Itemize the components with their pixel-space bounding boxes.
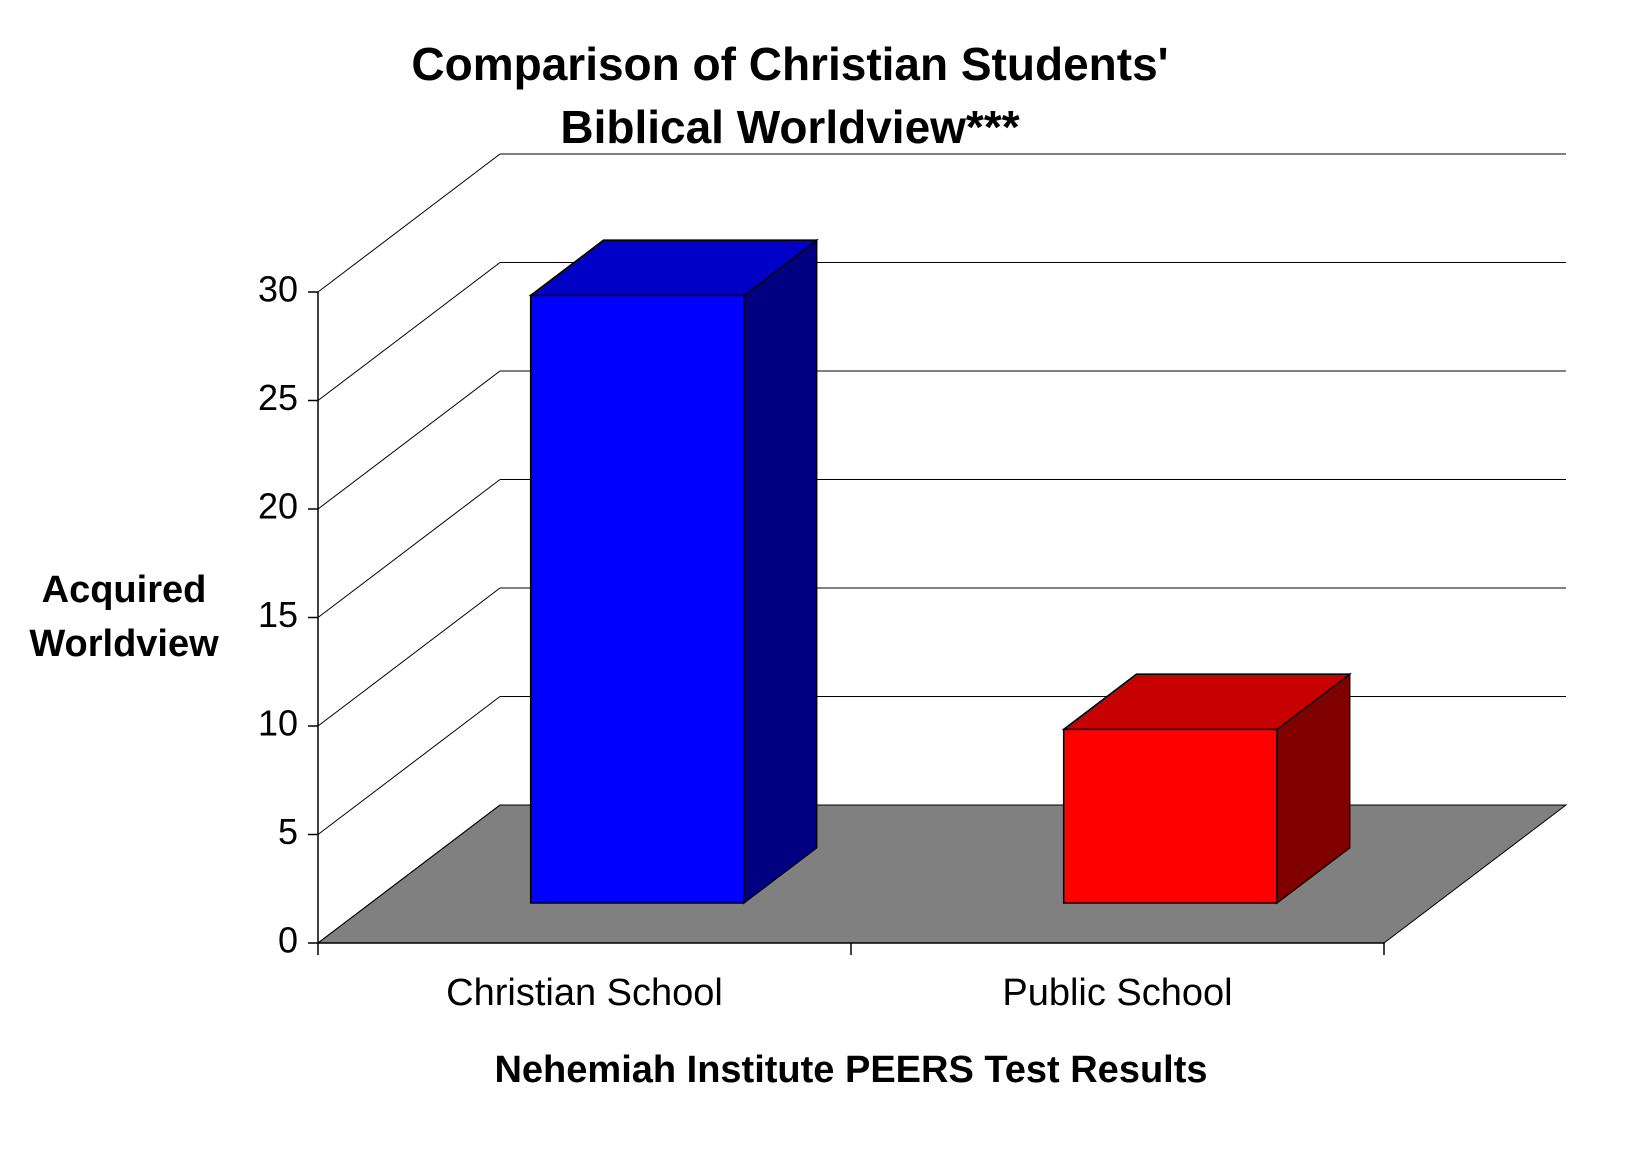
chart-title: Comparison of Christian Students' [411, 38, 1168, 90]
y-tick-label: 5 [278, 811, 298, 852]
y-tick-label: 0 [278, 920, 298, 961]
y-tick-label: 20 [258, 486, 298, 527]
y-axis-label: Acquired [42, 569, 207, 611]
grid-line [317, 479, 501, 618]
bar-side [743, 238, 818, 905]
grid-line [317, 262, 501, 401]
y-tick-label: 15 [258, 594, 298, 635]
floor [316, 804, 1568, 944]
grid-line [317, 587, 501, 727]
x-tick-label: Public School [1002, 972, 1232, 1014]
grid-line [317, 804, 501, 944]
grid-line [317, 370, 501, 510]
bar [529, 294, 745, 904]
y-tick-label: 10 [258, 703, 298, 744]
grid-line [317, 153, 501, 293]
chart-title: Biblical Worldview*** [560, 101, 1019, 153]
y-tick-label: 30 [258, 269, 298, 310]
grid-line [317, 696, 501, 835]
y-tick-label: 25 [258, 377, 298, 418]
x-axis-label: Nehemiah Institute PEERS Test Results [494, 1049, 1207, 1091]
x-tick-label: Christian School [446, 972, 723, 1014]
bar [1062, 728, 1278, 904]
y-axis-label: Worldview [29, 623, 219, 665]
